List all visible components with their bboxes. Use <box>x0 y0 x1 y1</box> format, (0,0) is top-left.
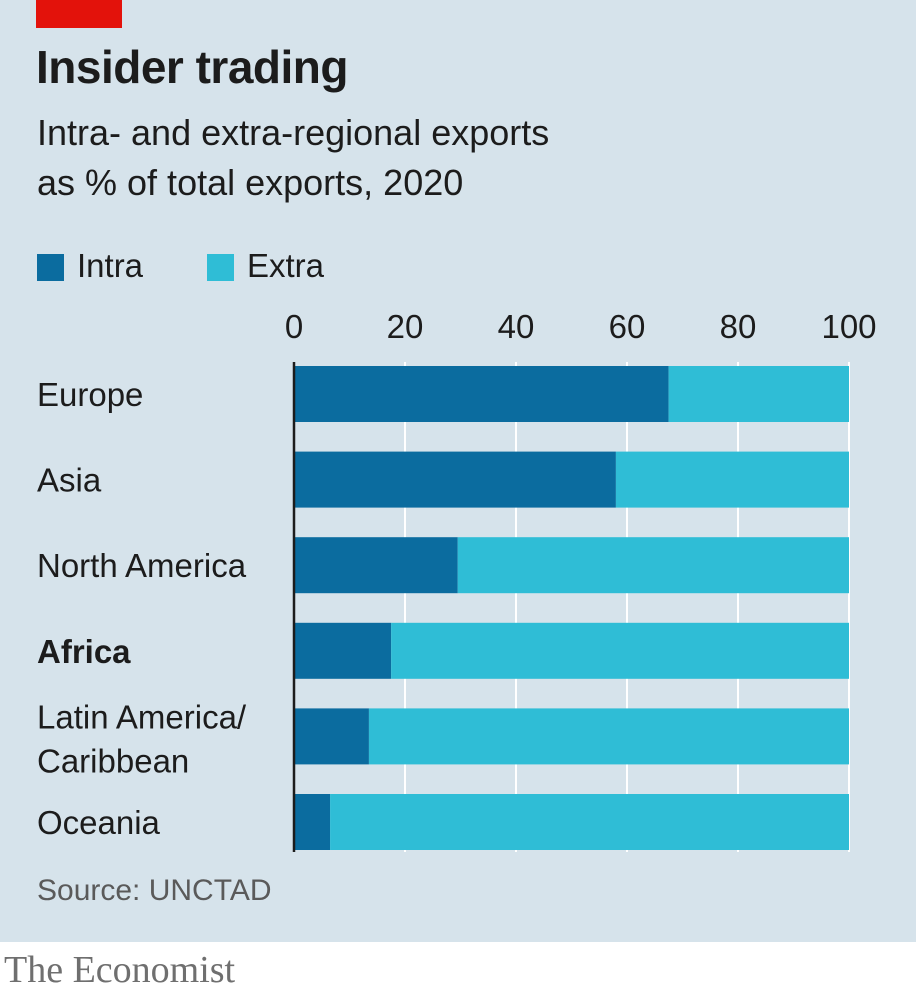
x-tick-label-20: 20 <box>387 308 424 345</box>
legend-label-extra: Extra <box>247 247 325 284</box>
category-label-2: North America <box>37 547 247 584</box>
category-label-3: Africa <box>37 633 131 670</box>
stacked-bar-chart: 0 20 40 60 80 100 Europe Asia North America Afric… <box>37 308 877 852</box>
bar-intra-0 <box>294 366 669 422</box>
chart-subtitle-line-2: as % of total exports, 2020 <box>37 162 464 203</box>
bar-extra-3 <box>391 622 849 679</box>
legend-swatch-extra <box>207 254 234 281</box>
x-tick-label-60: 60 <box>609 308 646 345</box>
category-label-4-line-2: Caribbean <box>37 742 189 779</box>
chart-subtitle-line-1: Intra- and extra-regional exports <box>37 112 550 153</box>
bar-extra-4 <box>368 708 849 765</box>
legend-label-intra: Intra <box>77 247 144 284</box>
bar-intra-3 <box>294 622 392 679</box>
bar-extra-5 <box>330 794 849 850</box>
x-tick-label-0: 0 <box>285 308 303 345</box>
category-label-5: Oceania <box>37 804 161 841</box>
source-note: Source: UNCTAD <box>37 874 272 907</box>
legend-swatch-intra <box>37 254 64 281</box>
bar-intra-1 <box>294 451 616 508</box>
publisher-brand: The Economist <box>4 949 236 991</box>
x-tick-label-40: 40 <box>498 308 535 345</box>
chart-title: Insider trading <box>36 41 348 93</box>
x-tick-label-80: 80 <box>720 308 757 345</box>
bar-extra-2 <box>457 537 849 594</box>
bar-intra-4 <box>294 708 369 765</box>
bar-extra-0 <box>668 366 849 422</box>
category-label-4-line-1: Latin America/ <box>37 698 247 735</box>
bar-intra-5 <box>294 794 331 850</box>
bar-extra-1 <box>615 451 849 508</box>
category-label-0: Europe <box>37 376 143 413</box>
category-label-1: Asia <box>37 462 102 499</box>
x-tick-label-100: 100 <box>821 308 876 345</box>
bar-intra-2 <box>294 537 458 594</box>
brand-red-tag <box>36 0 122 28</box>
